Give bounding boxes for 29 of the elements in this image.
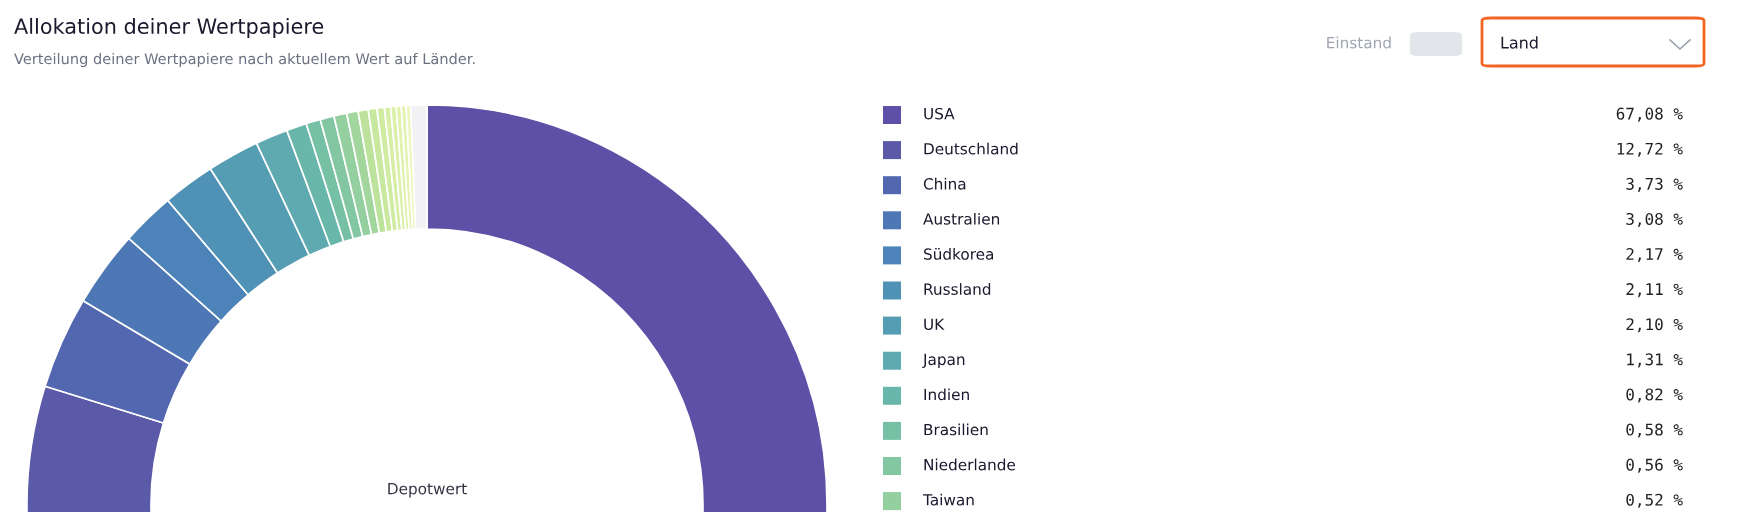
data-label: 0,82 %	[1626, 388, 1683, 403]
legend-label: Australien	[923, 212, 999, 225]
data-label: 1,31 %	[1627, 353, 1683, 368]
data-label: 0,52 %	[1626, 493, 1683, 508]
legend-label: Deutschland	[924, 142, 1018, 155]
chart-subtitle: Verteilung deiner Wertpapiere nach aktuellem Wert auf Länder.	[14, 52, 475, 68]
data-label: 0,56 %	[1626, 458, 1683, 473]
data-label: 3,08 %	[1626, 212, 1683, 227]
legend-label: Japan	[922, 353, 965, 369]
data-label: 2,17 %	[1626, 248, 1683, 263]
legend-label: USA	[924, 107, 955, 120]
legend-label: Niederlande	[924, 458, 1016, 471]
text: Land	[1501, 36, 1538, 49]
legend-label: Südkorea	[924, 248, 994, 260]
legend-label: China	[923, 177, 966, 190]
legend-label: Brasilien	[924, 423, 988, 436]
chart-title: Allokation deiner Wertpapiere	[14, 17, 324, 39]
data-label: 2,11 %	[1626, 283, 1683, 298]
data-label: 67,08 %	[1616, 107, 1683, 122]
legend-label: Indien	[924, 388, 969, 401]
data-label: 12,72 %	[1617, 142, 1683, 157]
data-label: 2,10 %	[1626, 318, 1683, 333]
text: Einstand	[1327, 36, 1391, 49]
data-label: 0,58 %	[1626, 423, 1683, 438]
data-label: 3,73 %	[1626, 177, 1683, 192]
legend-label: UK	[924, 318, 945, 331]
legend-label: Russland	[924, 283, 991, 295]
text: Depotwert	[388, 483, 467, 498]
legend-label: Taiwan	[922, 493, 974, 506]
